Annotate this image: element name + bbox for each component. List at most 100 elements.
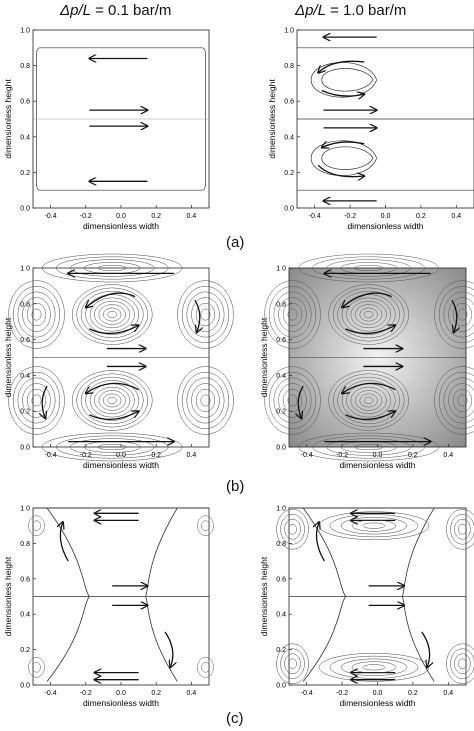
contour-line [287,308,298,321]
streamline [302,507,347,682]
contour-line [273,291,312,338]
x-axis-label: dimensionless width [83,698,159,708]
x-axis-label: dimensionless width [339,698,415,708]
y-tick-label: 0.6 [20,337,30,344]
flow-arrow [342,292,392,307]
contour-line [280,513,305,545]
streamline [46,507,90,682]
contour-line [195,388,216,413]
streamline [321,146,374,170]
y-tick-label: 0.0 [276,683,286,690]
contour-line [282,302,303,327]
contour-line [452,302,473,327]
flow-arrow [89,411,138,420]
contour-line [85,294,140,335]
flow-arrow [345,325,396,335]
x-tick-label: -0.2 [344,213,356,220]
x-tick-label: 0.4 [187,213,197,220]
contour-line [359,393,378,408]
y-tick-label: 0.4 [276,373,286,380]
contour-line [22,297,51,332]
y-tick-label: 0.0 [20,445,30,452]
x-tick-label: 0.0 [381,213,391,220]
contour-line [318,511,430,540]
contour-line [332,287,405,342]
streamline [321,68,374,92]
contour-line [191,297,220,332]
x-tick-label: 0.2 [151,690,161,697]
contour-line [276,508,309,550]
contour-line [17,291,56,338]
panel-a-right: -0.4 -0.2 0.0 0.2 0.4 0.0 0.2 0.4 0.6 0.8 1.0 dimen… [267,28,474,231]
y-tick-label: 0.4 [20,373,30,380]
contour-line [454,518,471,540]
contour-line [28,657,45,678]
left-title-symbol: Δp/L [60,2,91,19]
contour-line [332,373,405,428]
x-tick-label: 0.2 [151,213,161,220]
right-title-value: = 1.0 bar/m [325,2,407,19]
contour-line [446,508,474,550]
y-axis-label: dimensionless height [3,317,13,397]
x-axis-label: dimensionless width [339,460,415,470]
y-tick-label: 0.2 [276,647,286,654]
contour-line [363,396,374,405]
x-tick-label: -0.4 [309,213,321,220]
y-tick-label: 0.2 [276,409,286,416]
contour-line [268,371,317,430]
left-title-value: = 0.1 bar/m [90,2,172,19]
y-tick-label: 0.8 [20,63,30,70]
flow-arrow [89,325,138,335]
contour-line [107,396,117,405]
x-tick-label: 0.4 [443,690,453,697]
contour-line [26,388,47,413]
right-column-title: Δp/L = 1.0 bar/m [295,2,406,19]
y-tick-label: 0.2 [20,409,30,416]
y-tick-label: 0.4 [284,134,294,141]
x-tick-label: -0.4 [301,690,313,697]
contour-line [201,662,210,673]
y-tick-label: 0.4 [276,612,286,619]
x-tick-label: 0.0 [373,452,383,459]
contour-line [278,383,307,418]
x-tick-label: -0.2 [336,690,348,697]
x-tick-label: 0.2 [416,213,426,220]
contour-line [31,394,42,407]
contour-line [200,308,211,321]
contour-line [312,435,425,459]
y-axis-label: dimensionless height [267,79,277,159]
contour-line [312,256,425,280]
contour-line [94,386,131,415]
x-tick-label: 0.4 [451,213,461,220]
contour-line [8,366,65,435]
contour-line [448,383,474,418]
panel-c-right: -0.4 -0.2 0.0 0.2 0.4 0.0 0.2 0.4 0.6 0.8 1.0 dimen… [259,506,474,708]
contour-line [181,371,230,430]
x-tick-label: -0.4 [45,213,57,220]
x-tick-label: -0.4 [45,690,57,697]
contour-line [186,377,225,424]
contour-line [434,280,474,349]
contour-line [41,432,183,462]
contour-line [341,380,396,421]
x-axis-label: dimensionless width [83,460,159,470]
x-tick-label: -0.2 [80,213,92,220]
contour-line [276,643,309,685]
contour-line [177,366,234,435]
contour-line [55,435,169,459]
contour-line [278,297,307,332]
contour-line [351,661,397,674]
flow-arrow [60,522,69,562]
contour-line [450,513,474,545]
contour-line [337,376,401,425]
contour-line [32,520,41,531]
contour-line [12,371,61,430]
contour-line [12,285,61,344]
y-tick-label: 0.0 [20,683,30,690]
flow-arrow [322,142,365,148]
x-tick-label: 0.0 [116,452,126,459]
x-tick-label: 0.4 [187,452,197,459]
contour-line [273,377,312,424]
contour-line [264,280,321,349]
contour-line [69,438,155,456]
